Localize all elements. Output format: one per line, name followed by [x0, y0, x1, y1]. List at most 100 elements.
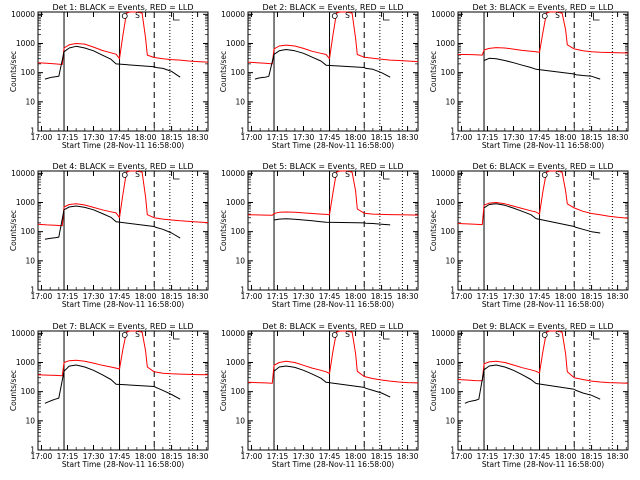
x-tick-label: 18:30 — [607, 452, 629, 461]
series-line-events — [273, 218, 391, 226]
x-tick-label: 18:00 — [135, 133, 157, 142]
y-tick-label: 1000 — [16, 39, 35, 48]
y-tick-label: 10 — [235, 256, 245, 265]
x-tick-label: 17:30 — [293, 292, 315, 301]
series-line-lld — [37, 11, 209, 65]
y-tick-label: 10000 — [11, 10, 35, 19]
peak-marker-circle — [541, 13, 548, 19]
y-tick-label: 10 — [445, 97, 455, 106]
y-tick-label: 100 — [441, 227, 456, 236]
peak-marker-circle — [121, 13, 128, 19]
x-tick-label: 18:00 — [555, 292, 577, 301]
corner-marker — [383, 172, 390, 180]
corner-marker — [593, 13, 600, 21]
y-axis-label: Counts/sec — [429, 51, 438, 92]
x-tick-label: 18:00 — [345, 292, 367, 301]
series-line-events — [44, 205, 181, 240]
x-tick-label: 18:00 — [135, 452, 157, 461]
x-tick-label: 17:15 — [57, 452, 79, 461]
peak-marker-circle — [331, 332, 338, 338]
corner-marker — [173, 13, 180, 21]
marker-label: S — [345, 11, 350, 20]
plot-frame — [247, 330, 419, 451]
x-tick-label: 17:00 — [241, 292, 263, 301]
x-tick-label: 18:15 — [581, 292, 603, 301]
x-tick-label: 18:30 — [187, 292, 209, 301]
y-tick-label: 1000 — [226, 358, 245, 367]
y-tick-label: 1 — [240, 127, 245, 136]
x-tick-label: 17:15 — [267, 133, 289, 142]
plot-frame — [457, 11, 629, 132]
marker-label: S — [135, 170, 140, 179]
corner-marker — [383, 13, 390, 21]
marker-label: S — [345, 170, 350, 179]
x-tick-label: 17:30 — [503, 133, 525, 142]
chart-panel-det-8: Det 8: BLACK = Events, RED = LLD 1 10 100 10… — [219, 322, 419, 469]
chart-panel-det-9: Det 9: BLACK = Events, RED = LLD 1 10 100 10… — [429, 322, 629, 469]
y-axis-label: Counts/sec — [9, 370, 18, 411]
x-tick-label: 18:15 — [161, 452, 183, 461]
x-axis-label: Start Time (28-Nov-11 16:58:00) — [482, 141, 604, 150]
x-tick-label: 18:15 — [161, 292, 183, 301]
y-tick-label: 100 — [21, 68, 36, 77]
x-tick-label: 18:00 — [345, 133, 367, 142]
series-line-events — [44, 364, 181, 404]
y-tick-label: 100 — [21, 387, 36, 396]
marker-label: S — [345, 330, 350, 339]
x-tick-label: 17:15 — [477, 133, 499, 142]
x-tick-label: 17:00 — [31, 133, 53, 142]
peak-marker-circle — [121, 332, 128, 338]
x-tick-label: 17:00 — [451, 133, 473, 142]
x-tick-label: 18:00 — [555, 133, 577, 142]
y-tick-label: 1 — [30, 446, 35, 455]
x-tick-label: 17:15 — [57, 292, 79, 301]
series-line-lld — [247, 330, 419, 384]
y-tick-label: 10 — [445, 416, 455, 425]
series-line-events — [483, 57, 601, 80]
y-tick-label: 1 — [30, 286, 35, 295]
series-line-events — [483, 203, 601, 234]
chart-panel-det-4: Det 4: BLACK = Events, RED = LLD 1 10 100 10… — [9, 162, 209, 309]
x-tick-label: 18:00 — [555, 452, 577, 461]
x-tick-label: 17:00 — [241, 133, 263, 142]
chart-panel-det-1: Det 1: BLACK = Events, RED = LLD 1 10 100 10… — [9, 3, 209, 150]
y-tick-label: 100 — [441, 68, 456, 77]
chart-panel-det-2: Det 2: BLACK = Events, RED = LLD 1 10 100 10… — [219, 3, 419, 150]
x-tick-label: 18:15 — [371, 292, 393, 301]
x-tick-label: 17:30 — [83, 452, 105, 461]
marker-label: S — [135, 330, 140, 339]
x-tick-label: 17:45 — [109, 452, 131, 461]
x-tick-label: 17:15 — [57, 133, 79, 142]
x-tick-label: 18:30 — [607, 292, 629, 301]
y-axis-label: Counts/sec — [429, 370, 438, 411]
x-tick-label: 17:30 — [503, 292, 525, 301]
y-tick-label: 100 — [231, 387, 246, 396]
y-tick-label: 10000 — [11, 329, 35, 338]
corner-marker — [593, 332, 600, 340]
corner-marker — [173, 332, 180, 340]
x-axis-label: Start Time (28-Nov-11 16:58:00) — [272, 141, 394, 150]
y-tick-label: 100 — [231, 227, 246, 236]
chart-panel-det-7: Det 7: BLACK = Events, RED = LLD 1 10 100 10… — [9, 322, 209, 469]
x-tick-label: 18:30 — [397, 292, 419, 301]
series-line-events — [273, 365, 391, 398]
y-axis-label: Counts/sec — [429, 210, 438, 251]
y-tick-label: 10000 — [431, 329, 455, 338]
x-tick-label: 17:45 — [529, 452, 551, 461]
series-line-lld — [457, 330, 629, 384]
peak-marker-circle — [121, 172, 128, 178]
y-tick-label: 10 — [235, 97, 245, 106]
y-tick-label: 10 — [25, 416, 35, 425]
peak-marker-circle — [541, 332, 548, 338]
y-tick-label: 1 — [450, 286, 455, 295]
y-tick-label: 10000 — [431, 10, 455, 19]
x-tick-label: 17:45 — [529, 292, 551, 301]
y-tick-label: 1000 — [436, 198, 455, 207]
y-tick-label: 100 — [21, 227, 36, 236]
x-tick-label: 17:45 — [529, 133, 551, 142]
peak-marker-circle — [331, 172, 338, 178]
series-line-lld — [247, 170, 419, 216]
x-tick-label: 17:30 — [83, 292, 105, 301]
plot-frame — [37, 11, 209, 132]
x-tick-label: 18:15 — [371, 452, 393, 461]
